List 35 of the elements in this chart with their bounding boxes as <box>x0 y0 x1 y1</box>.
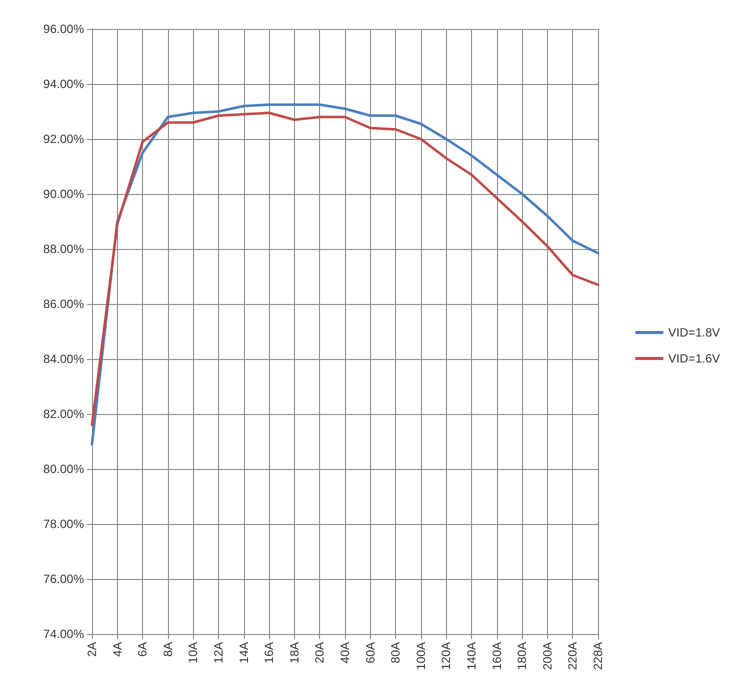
x-tick-label: 12A <box>212 642 226 664</box>
y-tick-label: 90.00% <box>43 187 84 201</box>
y-tick-label: 82.00% <box>43 407 84 421</box>
x-tick-label: 16A <box>262 642 276 664</box>
x-tick-label: 120A <box>439 642 454 670</box>
x-tick-label: 80A <box>388 642 403 664</box>
y-tick-label: 78.00% <box>43 517 84 531</box>
x-tick-label: 10A <box>186 642 200 664</box>
x-tick-label: 14A <box>236 642 251 664</box>
x-tick-label: 100A <box>414 642 428 670</box>
x-tick-label: 8A <box>160 642 175 657</box>
y-tick-label: 80.00% <box>43 462 84 476</box>
y-tick-label: 86.00% <box>43 297 84 311</box>
legend-label: VID=1.8V <box>668 326 720 340</box>
x-tick-label: 6A <box>136 642 150 657</box>
y-tick-label: 84.00% <box>43 352 84 366</box>
y-tick-label: 76.00% <box>43 572 84 586</box>
legend-label: VID=1.6V <box>668 352 720 366</box>
x-tick-label: 200A <box>540 642 554 670</box>
x-tick-label: 4A <box>110 642 124 657</box>
x-tick-label: 160A <box>490 642 504 670</box>
x-tick-label: 220A <box>566 642 580 670</box>
x-tick-label: 40A <box>338 642 352 664</box>
y-tick-label: 88.00% <box>43 242 84 256</box>
y-tick-label: 96.00% <box>43 22 84 36</box>
y-tick-label: 94.00% <box>43 77 84 91</box>
x-tick-label: 20A <box>312 642 327 664</box>
x-tick-label: 180A <box>515 642 530 670</box>
x-tick-label: 140A <box>464 642 478 670</box>
x-tick-label: 60A <box>363 642 378 664</box>
y-tick-label: 92.00% <box>43 132 84 146</box>
y-tick-label: 74.00% <box>43 627 84 641</box>
x-tick-label: 18A <box>287 642 302 664</box>
x-tick-label: 2A <box>85 642 99 657</box>
x-tick-label: 228A <box>591 642 605 670</box>
